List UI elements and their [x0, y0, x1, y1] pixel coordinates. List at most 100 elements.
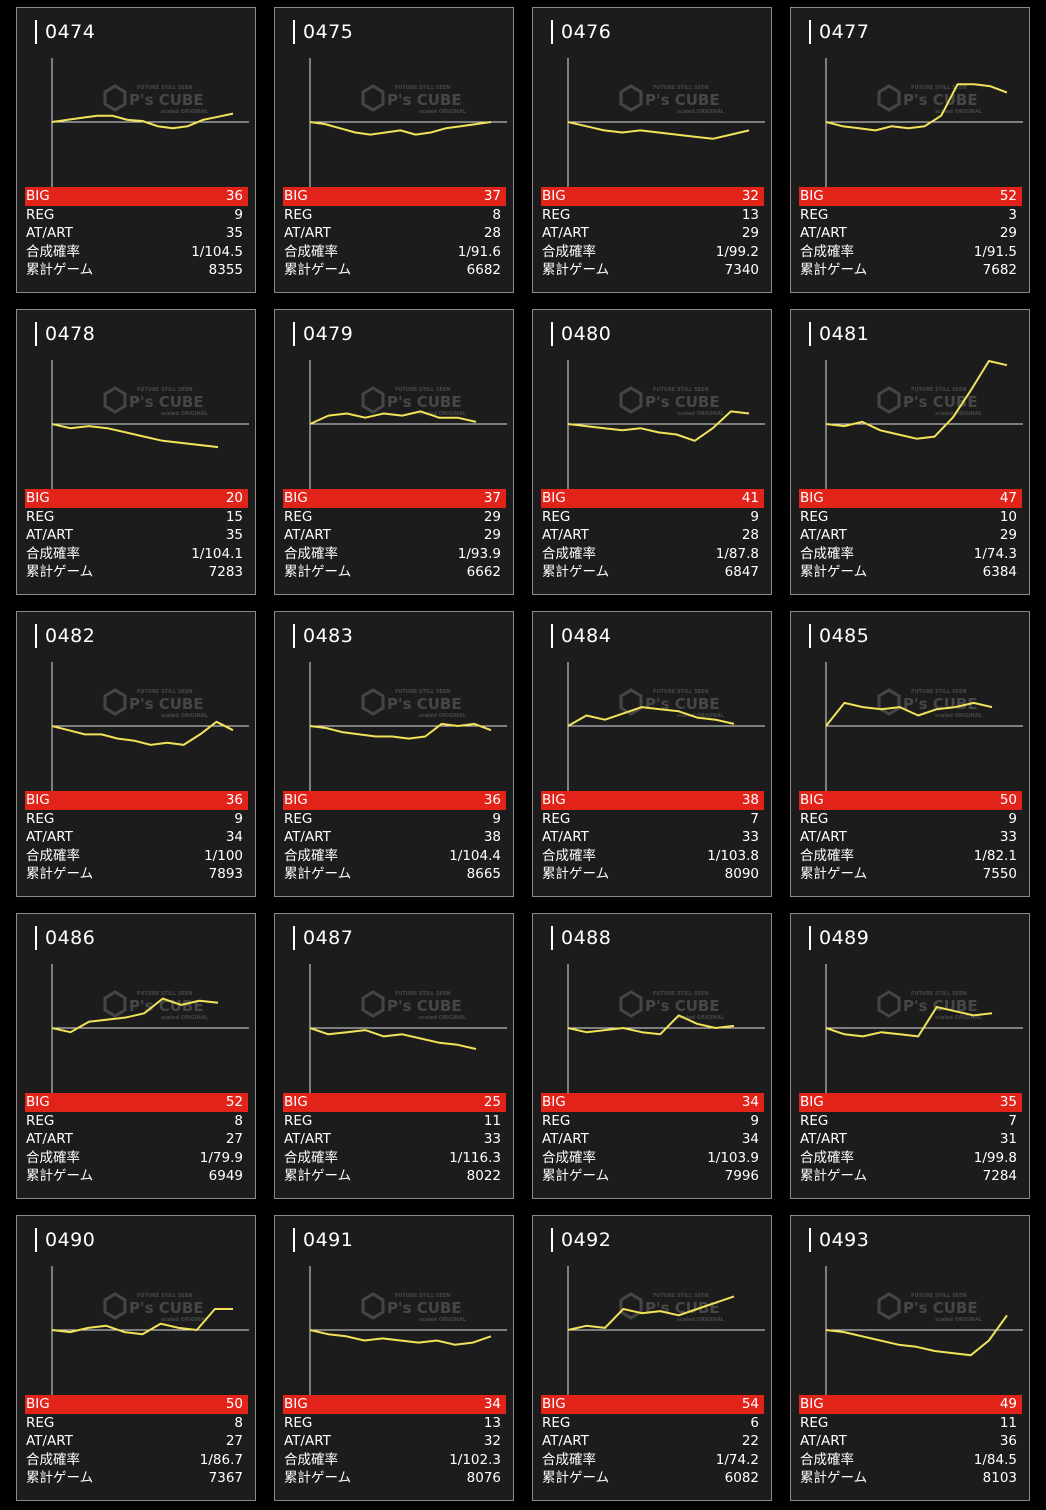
prob-row: 合成確率 1/74.2 [541, 1451, 764, 1470]
big-row: BIG 36 [283, 791, 506, 810]
machine-card-0476[interactable]: 0476 FUTURE STILL SEEN P's CUBE scaled O… [532, 7, 772, 293]
reg-label: REG [542, 1414, 571, 1431]
watermark-bottom-line: scaled ORIGINAL [677, 1015, 725, 1021]
trend-line [567, 410, 750, 442]
total-games: 7682 [982, 262, 1017, 279]
art-count: 33 [741, 829, 759, 846]
watermark-brand: P's CUBE [903, 91, 978, 109]
stats-table: BIG 52 REG 3 AT/ART 29 合成確率 1/91.5 累計ゲーム… [799, 187, 1022, 280]
watermark-logo: FUTURE STILL SEEN P's CUBE scaled ORIGIN… [619, 688, 725, 719]
trend-line [309, 722, 492, 740]
stats-table: BIG 34 REG 9 AT/ART 34 合成確率 1/103.9 累計ゲー… [541, 1093, 764, 1186]
machine-card-0485[interactable]: 0485 FUTURE STILL SEEN P's CUBE scaled O… [790, 611, 1030, 897]
machine-card-0486[interactable]: 0486 FUTURE STILL SEEN P's CUBE scaled O… [16, 913, 256, 1199]
art-row: AT/ART 33 [541, 828, 764, 847]
cube-icon [361, 84, 385, 112]
watermark-brand: P's CUBE [903, 997, 978, 1015]
machine-number: 0479 [293, 322, 353, 346]
games-label: 累計ゲーム [284, 866, 352, 883]
prob-label: 合成確率 [26, 1451, 80, 1468]
games-row: 累計ゲーム 8103 [799, 1469, 1022, 1488]
reg-count: 13 [741, 206, 759, 223]
machine-card-0487[interactable]: 0487 FUTURE STILL SEEN P's CUBE scaled O… [274, 913, 514, 1199]
total-games: 7996 [724, 1168, 759, 1185]
reg-count: 6 [750, 1414, 759, 1431]
big-label: BIG [542, 188, 566, 204]
stats-table: BIG 54 REG 6 AT/ART 22 合成確率 1/74.2 累計ゲーム… [541, 1395, 764, 1488]
machine-card-0488[interactable]: 0488 FUTURE STILL SEEN P's CUBE scaled O… [532, 913, 772, 1199]
watermark-brand: P's CUBE [129, 393, 204, 411]
art-label: AT/ART [542, 225, 589, 242]
watermark-bottom-line: scaled ORIGINAL [935, 1015, 983, 1021]
watermark-brand: P's CUBE [387, 393, 462, 411]
trend-graph: FUTURE STILL SEEN P's CUBE scaled ORIGIN… [33, 652, 249, 792]
big-row: BIG 38 [541, 791, 764, 810]
trend-graph: FUTURE STILL SEEN P's CUBE scaled ORIGIN… [291, 1256, 507, 1396]
machine-card-0493[interactable]: 0493 FUTURE STILL SEEN P's CUBE scaled O… [790, 1215, 1030, 1501]
trend-line [51, 997, 219, 1034]
big-label: BIG [284, 1094, 308, 1110]
machine-card-0482[interactable]: 0482 FUTURE STILL SEEN P's CUBE scaled O… [16, 611, 256, 897]
reg-label: REG [542, 206, 571, 223]
trend-chart-svg: FUTURE STILL SEEN P's CUBE scaled ORIGIN… [825, 662, 1023, 792]
combined-probability: 1/116.3 [449, 1149, 501, 1166]
reg-label: REG [26, 206, 55, 223]
reg-count: 8 [234, 1414, 243, 1431]
games-label: 累計ゲーム [800, 262, 868, 279]
machine-card-0475[interactable]: 0475 FUTURE STILL SEEN P's CUBE scaled O… [274, 7, 514, 293]
trend-graph: FUTURE STILL SEEN P's CUBE scaled ORIGIN… [33, 954, 249, 1094]
machine-card-0492[interactable]: 0492 FUTURE STILL SEEN P's CUBE scaled O… [532, 1215, 772, 1501]
total-games: 6949 [208, 1168, 243, 1185]
reg-count: 9 [492, 810, 501, 827]
combined-probability: 1/74.2 [715, 1451, 759, 1468]
machine-card-0477[interactable]: 0477 FUTURE STILL SEEN P's CUBE scaled O… [790, 7, 1030, 293]
watermark-top-line: FUTURE STILL SEEN [137, 1293, 193, 1299]
big-count: 49 [999, 1396, 1017, 1412]
art-row: AT/ART 33 [283, 1130, 506, 1149]
machine-number: 0487 [293, 926, 353, 950]
total-games: 8090 [724, 866, 759, 883]
machine-card-0489[interactable]: 0489 FUTURE STILL SEEN P's CUBE scaled O… [790, 913, 1030, 1199]
combined-probability: 1/93.9 [457, 545, 501, 562]
machine-card-0481[interactable]: 0481 FUTURE STILL SEEN P's CUBE scaled O… [790, 309, 1030, 595]
reg-count: 11 [999, 1414, 1017, 1431]
machine-number: 0478 [35, 322, 95, 346]
prob-label: 合成確率 [542, 1149, 596, 1166]
combined-probability: 1/103.8 [707, 847, 759, 864]
machine-card-0491[interactable]: 0491 FUTURE STILL SEEN P's CUBE scaled O… [274, 1215, 514, 1501]
stats-table: BIG 36 REG 9 AT/ART 38 合成確率 1/104.4 累計ゲー… [283, 791, 506, 884]
trend-chart-svg: FUTURE STILL SEEN P's CUBE scaled ORIGIN… [825, 360, 1023, 490]
reg-row: REG 9 [25, 810, 248, 829]
machine-card-0483[interactable]: 0483 FUTURE STILL SEEN P's CUBE scaled O… [274, 611, 514, 897]
machine-card-0484[interactable]: 0484 FUTURE STILL SEEN P's CUBE scaled O… [532, 611, 772, 897]
big-row: BIG 41 [541, 489, 764, 508]
cube-icon [619, 1292, 643, 1320]
big-label: BIG [542, 490, 566, 506]
trend-graph: FUTURE STILL SEEN P's CUBE scaled ORIGIN… [549, 48, 765, 188]
reg-label: REG [284, 206, 313, 223]
reg-row: REG 15 [25, 508, 248, 527]
watermark-bottom-line: scaled ORIGINAL [677, 109, 725, 115]
games-row: 累計ゲーム 7682 [799, 261, 1022, 280]
machine-card-0479[interactable]: 0479 FUTURE STILL SEEN P's CUBE scaled O… [274, 309, 514, 595]
reg-count: 29 [483, 508, 501, 525]
reg-count: 8 [492, 206, 501, 223]
machine-card-0474[interactable]: 0474 FUTURE STILL SEEN P's CUBE scaled O… [16, 7, 256, 293]
prob-label: 合成確率 [542, 1451, 596, 1468]
games-row: 累計ゲーム 8022 [283, 1167, 506, 1186]
trend-graph: FUTURE STILL SEEN P's CUBE scaled ORIGIN… [807, 350, 1023, 490]
trend-chart-svg: FUTURE STILL SEEN P's CUBE scaled ORIGIN… [309, 58, 507, 188]
big-row: BIG 34 [283, 1395, 506, 1414]
reg-label: REG [26, 1414, 55, 1431]
art-count: 27 [225, 1131, 243, 1148]
reg-row: REG 9 [541, 1112, 764, 1131]
prob-label: 合成確率 [800, 243, 854, 260]
machine-card-0490[interactable]: 0490 FUTURE STILL SEEN P's CUBE scaled O… [16, 1215, 256, 1501]
trend-line [567, 706, 735, 727]
trend-chart-svg: FUTURE STILL SEEN P's CUBE scaled ORIGIN… [309, 1266, 507, 1396]
big-count: 32 [741, 188, 759, 204]
machine-card-0478[interactable]: 0478 FUTURE STILL SEEN P's CUBE scaled O… [16, 309, 256, 595]
machine-card-0480[interactable]: 0480 FUTURE STILL SEEN P's CUBE scaled O… [532, 309, 772, 595]
watermark-bottom-line: scaled ORIGINAL [161, 109, 209, 115]
watermark-top-line: FUTURE STILL SEEN [395, 387, 451, 393]
